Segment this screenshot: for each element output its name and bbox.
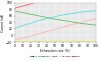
IDrift [75, 23, 76, 24]
IBeta [63, 20, 64, 21]
IResidual [34, 40, 35, 41]
IDrift [83, 21, 84, 22]
Line: IDrift: IDrift [14, 19, 96, 40]
IGamma [26, 24, 27, 25]
IBeta [30, 14, 31, 15]
IDrift [71, 24, 72, 25]
IResidual [18, 40, 19, 41]
IResidual [95, 40, 96, 41]
IResidual [22, 40, 23, 41]
IResidual [63, 40, 64, 41]
IBeta [91, 24, 92, 25]
IDrift [46, 31, 48, 32]
IGamma [87, 11, 88, 12]
IGamma [55, 16, 56, 17]
IResidual [87, 40, 88, 41]
ITotal [26, 5, 27, 6]
IGamma [42, 19, 44, 20]
ITotal [18, 7, 19, 8]
IBeta [50, 18, 52, 19]
Line: ITotal: ITotal [14, 0, 96, 8]
IGamma [38, 20, 40, 21]
Legend: IBeta, IGamma, IDrift, IResidual, ITotal: IBeta, IGamma, IDrift, IResidual, ITotal [29, 54, 81, 57]
IResidual [26, 40, 27, 41]
ITotal [34, 2, 35, 3]
X-axis label: Exhaustion rate (%): Exhaustion rate (%) [40, 49, 70, 53]
IDrift [91, 19, 92, 20]
ITotal [14, 8, 15, 9]
Y-axis label: Current (nA): Current (nA) [1, 13, 5, 32]
IDrift [42, 32, 44, 33]
IDrift [95, 18, 96, 19]
Line: IGamma: IGamma [14, 11, 96, 28]
IResidual [55, 40, 56, 41]
IDrift [87, 20, 88, 21]
IResidual [14, 40, 15, 41]
IResidual [46, 40, 48, 41]
IGamma [22, 25, 23, 26]
IGamma [95, 10, 96, 11]
IResidual [59, 40, 60, 41]
ITotal [42, 0, 44, 1]
IDrift [50, 30, 52, 31]
IGamma [34, 21, 35, 22]
IResidual [71, 40, 72, 41]
IBeta [55, 19, 56, 20]
IGamma [83, 11, 84, 12]
IGamma [59, 15, 60, 16]
IDrift [79, 22, 80, 23]
IDrift [38, 33, 40, 34]
IBeta [59, 19, 60, 20]
IDrift [34, 34, 35, 35]
IBeta [22, 12, 23, 13]
IResidual [83, 40, 84, 41]
IBeta [42, 16, 44, 17]
IGamma [50, 17, 52, 18]
IDrift [30, 36, 31, 37]
IBeta [26, 13, 27, 14]
ITotal [30, 3, 31, 4]
IResidual [75, 40, 76, 41]
IGamma [71, 13, 72, 14]
IGamma [79, 12, 80, 13]
IBeta [75, 22, 76, 23]
IBeta [83, 23, 84, 24]
IBeta [71, 21, 72, 22]
ITotal [22, 6, 23, 7]
IBeta [46, 17, 48, 18]
ITotal [38, 1, 40, 2]
IResidual [42, 40, 44, 41]
IBeta [67, 21, 68, 22]
IResidual [50, 40, 52, 41]
IResidual [79, 40, 80, 41]
IResidual [91, 40, 92, 41]
IResidual [67, 40, 68, 41]
IDrift [55, 29, 56, 30]
IGamma [46, 18, 48, 19]
IDrift [26, 37, 27, 38]
IResidual [38, 40, 40, 41]
IGamma [14, 28, 15, 29]
Line: IBeta: IBeta [14, 11, 96, 25]
IGamma [67, 14, 68, 15]
IBeta [18, 11, 19, 12]
IResidual [30, 40, 31, 41]
